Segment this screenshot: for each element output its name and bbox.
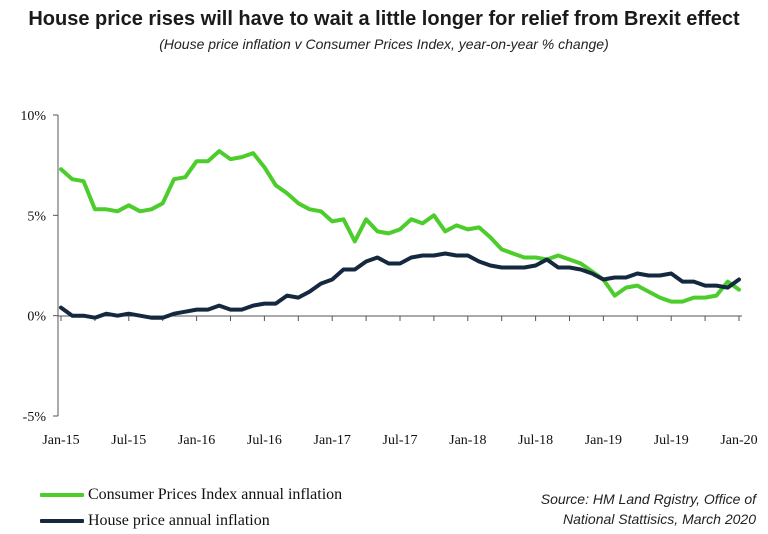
y-tick-label: 10% <box>20 109 46 124</box>
series-lines <box>59 149 741 320</box>
x-tick-label: Jan-18 <box>449 433 486 448</box>
y-tick-label: 0% <box>27 310 46 325</box>
source-note: Source: HM Land Rgistry, Office of Natio… <box>476 489 756 529</box>
legend: Consumer Prices Index annual inflation H… <box>40 482 342 534</box>
legend-item-house: House price annual inflation <box>40 508 342 534</box>
x-tick-label: Jul-15 <box>111 433 146 448</box>
x-tick-label: Jan-19 <box>585 433 622 448</box>
x-tick-label: Jan-15 <box>42 433 79 448</box>
chart-subtitle: (House price inflation v Consumer Prices… <box>159 36 609 52</box>
source-line-1: Source: HM Land Rgistry, Office of <box>540 491 756 507</box>
x-tick-label: Jan-17 <box>314 433 351 448</box>
x-tick-label: Jul-16 <box>247 433 282 448</box>
source-line-2: National Stattisics, March 2020 <box>563 511 756 527</box>
cpi-series-line <box>59 149 741 304</box>
x-tick-label: Jan-16 <box>178 433 215 448</box>
legend-swatch-cpi <box>40 493 84 497</box>
x-tick-label: Jul-19 <box>654 433 689 448</box>
legend-label-house: House price annual inflation <box>88 512 270 529</box>
x-tick-label: Jul-18 <box>518 433 553 448</box>
legend-label-cpi: Consumer Prices Index annual inflation <box>88 486 343 503</box>
legend-item-cpi: Consumer Prices Index annual inflation <box>40 482 342 508</box>
y-axis-tick-labels: 10% 5% 0% -5% <box>20 109 46 425</box>
chart-title: House price rises will have to wait a li… <box>28 8 740 30</box>
x-tick-label: Jan-20 <box>720 433 757 448</box>
y-tick-label: 5% <box>27 209 46 224</box>
y-tick-label: -5% <box>23 410 47 425</box>
legend-swatch-house <box>40 519 84 523</box>
x-tick-label: Jul-17 <box>383 433 418 448</box>
house-price-series-line <box>59 251 741 320</box>
x-axis-tick-labels: Jan-15 Jul-15 Jan-16 Jul-16 Jan-17 Jul-17 Jan-… <box>42 433 757 448</box>
